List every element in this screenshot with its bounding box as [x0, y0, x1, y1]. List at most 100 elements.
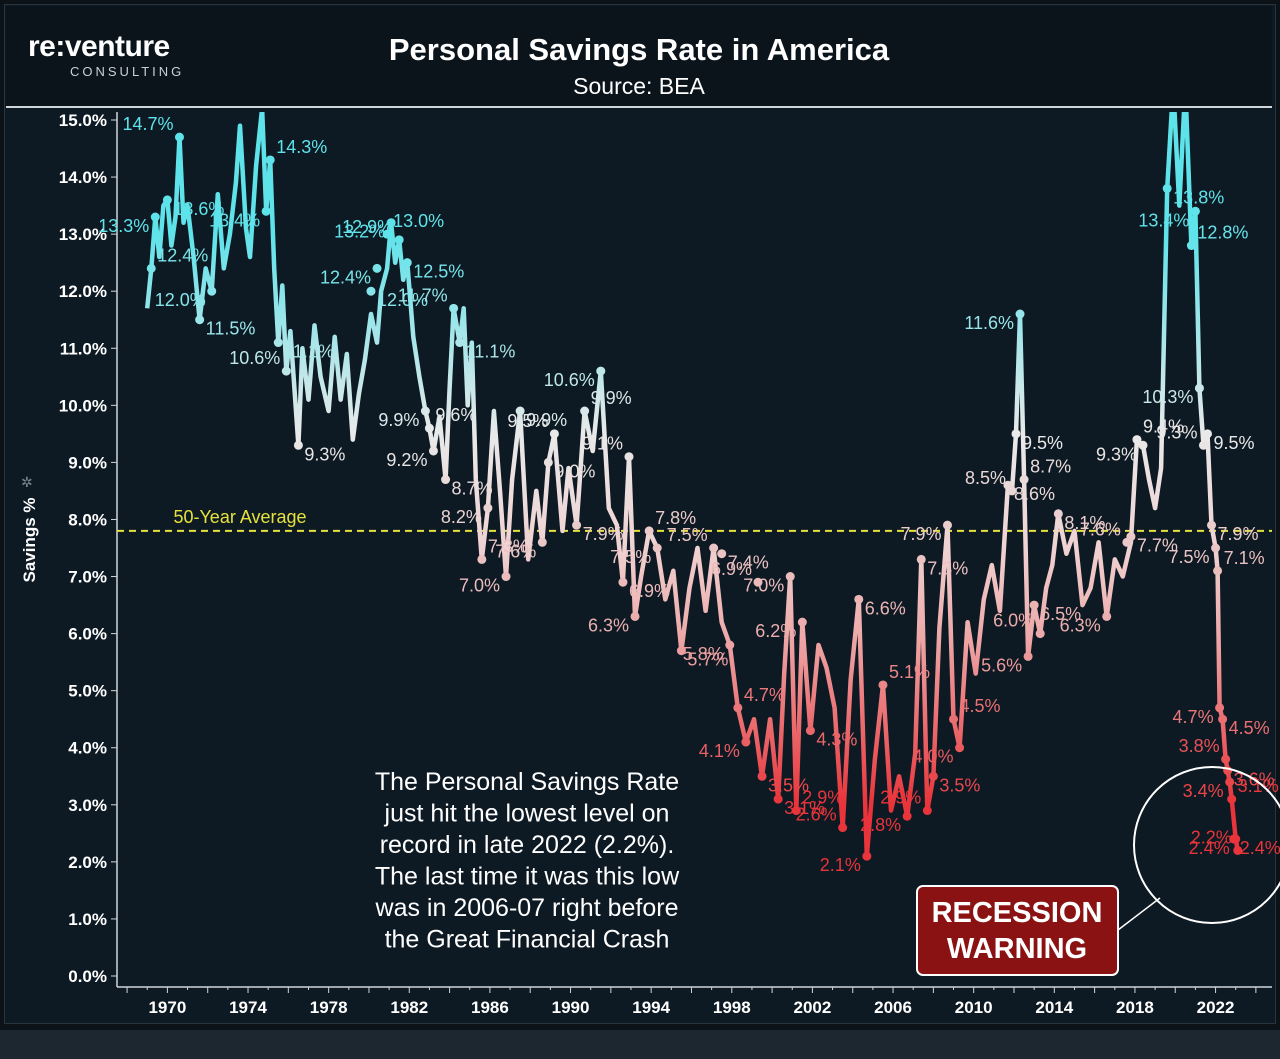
- data-label: 2.1%: [820, 855, 861, 875]
- y-tick-label: 1.0%: [68, 910, 107, 929]
- x-tick-label: 2006: [874, 998, 912, 1017]
- data-point: [455, 338, 465, 348]
- data-point: [1186, 241, 1196, 251]
- data-label: 6.3%: [1060, 615, 1101, 635]
- data-label: 10.3%: [1142, 387, 1193, 407]
- data-label: 13.6%: [173, 199, 224, 219]
- annotation-line: just hit the lowest level on: [384, 800, 670, 828]
- data-point: [549, 429, 559, 439]
- data-label: 12.5%: [413, 262, 464, 282]
- y-tick-label: 10.0%: [59, 396, 107, 415]
- data-point: [854, 594, 864, 604]
- chart-frame: [4, 4, 1276, 1024]
- data-label: 2.4%: [1189, 838, 1230, 858]
- data-label: 11.6%: [964, 313, 1014, 333]
- data-label: 13.2%: [334, 222, 385, 242]
- data-point: [543, 457, 553, 467]
- data-label: 14.3%: [276, 137, 327, 157]
- data-point: [1215, 703, 1225, 713]
- data-label: 9.5%: [507, 411, 548, 431]
- data-label: 6.9%: [711, 559, 752, 579]
- y-tick-label: 3.0%: [68, 796, 107, 815]
- highlight-circle: [1133, 766, 1280, 924]
- data-label: 14.7%: [122, 114, 173, 134]
- data-point: [1162, 183, 1172, 193]
- data-label: 9.3%: [304, 444, 345, 464]
- data-label: 2.9%: [880, 788, 921, 808]
- data-label: 12.4%: [157, 245, 208, 265]
- data-point: [753, 577, 763, 587]
- data-label: 7.0%: [459, 576, 500, 596]
- data-point: [372, 263, 382, 273]
- data-label: 6.2%: [755, 621, 796, 641]
- x-tick-label: 2014: [1035, 998, 1073, 1017]
- data-point: [624, 452, 634, 462]
- data-label: 13.8%: [1173, 187, 1224, 207]
- data-point: [386, 218, 396, 228]
- data-point: [902, 811, 912, 821]
- y-tick-label: 4.0%: [68, 739, 107, 758]
- recession-warning-text: RECESSION: [932, 897, 1103, 929]
- data-label: 3.8%: [1179, 736, 1220, 756]
- data-label: 7.4%: [728, 553, 769, 573]
- x-tick-label: 1994: [632, 998, 670, 1017]
- data-point: [618, 577, 628, 587]
- data-label: 2.6%: [796, 805, 837, 825]
- data-point: [501, 572, 511, 582]
- annotation-line: the Great Financial Crash: [385, 926, 670, 954]
- data-label: 4.3%: [816, 730, 857, 750]
- data-point: [515, 406, 525, 416]
- data-point: [428, 446, 438, 456]
- data-point: [1190, 206, 1200, 216]
- data-point: [1019, 475, 1029, 485]
- data-point: [150, 212, 160, 222]
- data-point: [773, 794, 783, 804]
- data-point: [293, 440, 303, 450]
- data-label: 6.0%: [993, 611, 1034, 631]
- y-tick-label: 0.0%: [68, 967, 107, 986]
- data-label: 4.1%: [699, 741, 740, 761]
- data-label: 4.7%: [1173, 707, 1214, 727]
- data-point: [644, 526, 654, 536]
- data-label: 9.9%: [378, 410, 419, 430]
- data-point: [955, 743, 965, 753]
- y-tick-label: 5.0%: [68, 682, 107, 701]
- data-label: 12.4%: [320, 267, 371, 287]
- pin-icon[interactable]: ✲: [21, 474, 33, 490]
- data-point: [1213, 566, 1223, 576]
- data-point: [741, 737, 751, 747]
- x-tick-label: 2018: [1116, 998, 1154, 1017]
- data-point: [207, 286, 217, 296]
- data-point: [1132, 435, 1142, 445]
- data-point: [949, 714, 959, 724]
- data-label: 13.3%: [98, 216, 149, 236]
- data-point: [1023, 651, 1033, 661]
- x-tick-label: 1990: [552, 998, 590, 1017]
- data-point: [195, 315, 205, 325]
- data-point: [791, 806, 801, 816]
- data-point: [1102, 611, 1112, 621]
- data-label: 9.5%: [1213, 433, 1254, 453]
- data-label: 3.5%: [768, 775, 809, 795]
- y-tick-label: 7.0%: [68, 568, 107, 587]
- data-label: 8.1%: [1064, 513, 1105, 533]
- data-label: 9.0%: [554, 461, 595, 481]
- data-point: [878, 680, 888, 690]
- data-label: 4.5%: [1229, 718, 1270, 738]
- chart-subtitle: Source: BEA: [573, 73, 705, 99]
- data-label: 7.3%: [927, 558, 968, 578]
- data-point: [1029, 600, 1039, 610]
- data-point: [449, 303, 459, 313]
- data-label: 4.7%: [744, 685, 785, 705]
- data-label: 4.5%: [960, 696, 1001, 716]
- data-label: 11.1%: [284, 342, 334, 362]
- data-label: 9.3%: [1156, 422, 1197, 442]
- data-point: [366, 286, 376, 296]
- data-label: 8.7%: [452, 479, 493, 499]
- data-label: 2.4%: [1240, 838, 1280, 858]
- data-point: [838, 823, 848, 833]
- data-point: [1218, 714, 1228, 724]
- data-point: [1221, 754, 1231, 764]
- data-label: 13.0%: [393, 211, 444, 231]
- data-point: [1053, 509, 1063, 519]
